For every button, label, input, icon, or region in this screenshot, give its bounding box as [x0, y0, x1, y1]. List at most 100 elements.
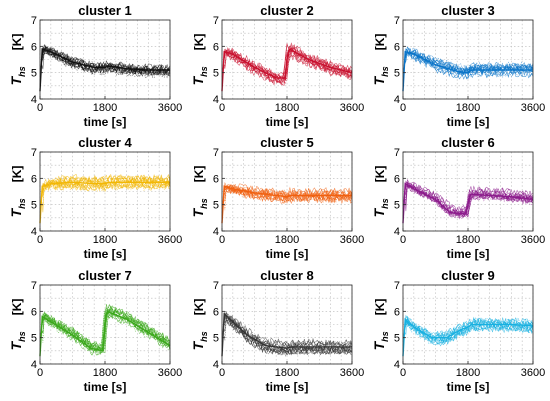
x-axis-label: time [s] [447, 380, 490, 394]
y-tick-label: 5 [213, 68, 219, 80]
y-tick-label: 5 [394, 200, 400, 212]
series-trace [39, 180, 171, 224]
x-tick-label: 3600 [158, 234, 182, 246]
y-label-sub: hs [380, 331, 390, 342]
x-tick-label: 0 [37, 367, 43, 379]
subplot-4: cluster 4 4 5 6 7 0 1800 3600 time [s] Ths [K] [8, 135, 182, 261]
series-trace [402, 48, 534, 92]
y-label-main: T [8, 340, 24, 350]
series-trace [221, 310, 353, 357]
x-tick-label: 1800 [275, 102, 299, 114]
series-line [39, 181, 170, 224]
series-trace [221, 185, 353, 224]
y-label-main: T [371, 75, 387, 85]
subplot-6: cluster 6 4 5 6 7 0 1800 3600 time [s] Ths [K] [371, 135, 545, 261]
x-tick-label: 1800 [93, 367, 117, 379]
y-tick-label: 4 [31, 94, 37, 106]
series-trace [221, 317, 353, 357]
x-tick-label: 1800 [275, 367, 299, 379]
y-tick-label: 6 [394, 306, 400, 318]
series-trace [402, 317, 534, 357]
y-label-unit: [K] [192, 34, 206, 51]
y-tick-label: 4 [213, 94, 219, 106]
x-axis-label: time [s] [84, 380, 127, 394]
x-tick-label: 0 [37, 234, 43, 246]
subplot-9: cluster 9 4 5 6 7 0 1800 3600 time [s] Ths [K] [371, 268, 545, 394]
y-axis-label: Ths [K] [190, 166, 209, 218]
subplot-title: cluster 9 [441, 268, 494, 283]
y-tick-label: 4 [394, 94, 400, 106]
x-tick-label: 3600 [521, 102, 545, 114]
y-label-unit: [K] [373, 299, 387, 316]
y-tick-label: 5 [394, 333, 400, 345]
subplot-title: cluster 5 [260, 135, 313, 150]
y-label-main: T [371, 207, 387, 217]
x-axis-label: time [s] [266, 380, 309, 394]
x-tick-label: 0 [219, 367, 225, 379]
y-tick-label: 4 [213, 226, 219, 238]
y-label-main: T [371, 340, 387, 350]
y-tick-label: 7 [394, 15, 400, 27]
x-tick-label: 3600 [158, 367, 182, 379]
y-tick-label: 4 [213, 359, 219, 371]
series-trace [221, 314, 353, 357]
x-tick-label: 1800 [456, 102, 480, 114]
y-label-sub: hs [17, 198, 27, 209]
series-trace [402, 48, 534, 92]
x-tick-label: 0 [219, 102, 225, 114]
subplot-7: cluster 7 4 5 6 7 0 1800 3600 time [s] Ths [K] [8, 268, 182, 394]
y-tick-label: 7 [213, 15, 219, 27]
series-trace [39, 181, 171, 224]
y-tick-label: 7 [213, 280, 219, 292]
y-label-sub: hs [17, 66, 27, 77]
y-tick-label: 6 [394, 41, 400, 53]
y-label-sub: hs [17, 331, 27, 342]
series-trace [402, 181, 534, 224]
series-trace [39, 181, 171, 224]
y-label-unit: [K] [192, 166, 206, 183]
y-label-unit: [K] [373, 166, 387, 183]
y-tick-label: 6 [31, 173, 37, 185]
series-trace [39, 306, 171, 357]
y-tick-label: 7 [31, 147, 37, 159]
y-label-sub: hs [199, 198, 209, 209]
y-tick-label: 7 [31, 15, 37, 27]
series-trace [39, 47, 171, 92]
y-label-main: T [8, 207, 24, 217]
y-tick-label: 5 [31, 68, 37, 80]
x-tick-label: 1800 [275, 234, 299, 246]
y-axis-label: Ths [K] [371, 34, 390, 86]
y-tick-label: 7 [394, 280, 400, 292]
x-tick-label: 0 [400, 102, 406, 114]
series-trace [221, 189, 353, 224]
series-trace [221, 49, 353, 92]
x-axis-label: time [s] [84, 115, 127, 129]
series-line [402, 50, 533, 92]
series-trace [221, 43, 353, 92]
y-tick-label: 4 [31, 359, 37, 371]
series-trace [402, 47, 534, 92]
y-tick-label: 6 [394, 173, 400, 185]
y-tick-label: 4 [394, 226, 400, 238]
series-trace [221, 47, 353, 92]
y-tick-label: 6 [213, 41, 219, 53]
series-trace [39, 179, 171, 224]
y-tick-label: 6 [213, 306, 219, 318]
series-line [221, 48, 353, 92]
subplot-3: cluster 3 4 5 6 7 0 1800 3600 time [s] Ths [K] [371, 3, 545, 129]
x-axis-label: time [s] [84, 247, 127, 261]
subplot-1: cluster 1 4 5 6 7 0 1800 3600 time [s] Ths [K] [8, 3, 182, 129]
x-tick-label: 1800 [456, 367, 480, 379]
y-label-sub: hs [380, 66, 390, 77]
y-axis-label: Ths [K] [8, 299, 27, 351]
x-axis-label: time [s] [266, 115, 309, 129]
y-tick-label: 6 [31, 41, 37, 53]
series-trace [402, 51, 534, 92]
series-trace [221, 185, 353, 224]
y-axis-label: Ths [K] [190, 299, 209, 351]
subplot-8: cluster 8 4 5 6 7 0 1800 3600 time [s] Ths [K] [190, 268, 364, 394]
y-label-unit: [K] [10, 299, 24, 316]
y-label-main: T [190, 207, 206, 217]
y-tick-label: 7 [31, 280, 37, 292]
y-label-sub: hs [199, 66, 209, 77]
